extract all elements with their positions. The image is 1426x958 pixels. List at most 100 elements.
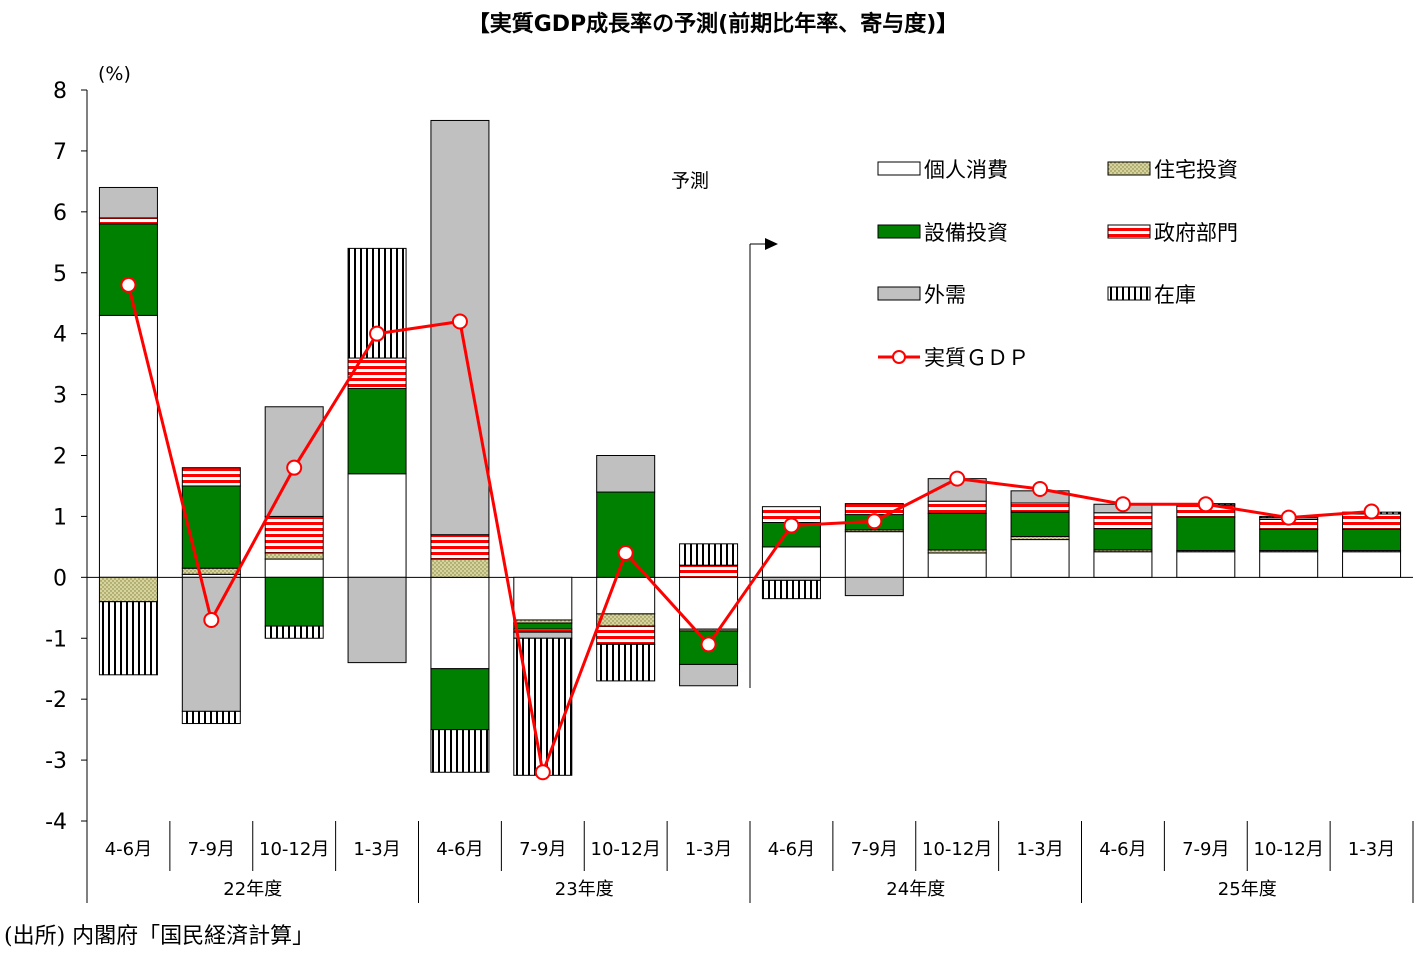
- bar-capex: [513, 622, 573, 630]
- gdp-point: [451, 313, 468, 330]
- bar-consumption: [513, 576, 573, 621]
- bar-inventory: [679, 543, 739, 566]
- bar-external: [596, 455, 656, 493]
- x-tick-label: 1-3月: [1348, 839, 1395, 860]
- legend-label-housing: 住宅投資: [1154, 158, 1238, 182]
- y-tick-label: -1: [45, 627, 67, 652]
- bar-consumption: [430, 576, 490, 670]
- x-tick-label: 4-6月: [105, 839, 152, 860]
- bar-government: [1093, 512, 1153, 530]
- bar-capex: [927, 512, 987, 551]
- bar-capex: [596, 491, 656, 578]
- axis-layer: -4 -3 -2 -1 0 1 2 3 4 5 6 7 8 (%) 4-6月 7-9月 10-12月 1-3月 4-…: [45, 63, 1414, 903]
- y-tick-label: 7: [53, 140, 67, 165]
- bar-external: [679, 663, 739, 687]
- bar-housing: [181, 567, 241, 575]
- legend-label-gdp: 実質ＧＤＰ: [924, 346, 1029, 370]
- y-tick-label: 3: [53, 384, 67, 409]
- bar-government: [181, 467, 241, 487]
- y-tick-label: 8: [53, 79, 67, 104]
- bar-inventory: [430, 729, 490, 773]
- bar-capex: [430, 668, 490, 731]
- chart-title: 【実質GDP成長率の予測(前期比年率、寄与度)】: [467, 12, 959, 37]
- bar-capex: [1010, 511, 1070, 538]
- fiscal-year-label: 23年度: [555, 879, 614, 900]
- x-tick-label: 1-3月: [1016, 839, 1063, 860]
- bar-consumption: [264, 558, 324, 578]
- x-tick-label: 10-12月: [922, 839, 992, 860]
- legend-label-consumption: 個人消費: [924, 158, 1008, 182]
- bar-consumption: [1176, 551, 1236, 578]
- bar-capex: [181, 485, 241, 569]
- gdp-point: [617, 544, 634, 561]
- bar-capex: [98, 223, 158, 316]
- bar-external: [347, 576, 407, 664]
- bar-government: [596, 625, 656, 645]
- bar-housing: [430, 558, 490, 578]
- bar-housing: [98, 576, 158, 603]
- bar-consumption: [347, 473, 407, 578]
- legend-swatch-capex: [877, 224, 921, 239]
- gdp-point: [1280, 509, 1297, 526]
- y-unit-label: (%): [98, 63, 131, 85]
- bar-government: [1010, 502, 1070, 513]
- fiscal-year-label: 24年度: [886, 879, 945, 900]
- legend-label-external: 外需: [924, 283, 966, 307]
- x-tick-label: 7-9月: [1182, 839, 1229, 860]
- bar-capex: [1176, 516, 1236, 552]
- gdp-line: [126, 284, 1372, 778]
- bar-consumption: [844, 531, 904, 578]
- legend-label-inventory: 在庫: [1154, 283, 1196, 307]
- x-tick-label: 4-6月: [436, 839, 483, 860]
- bar-government: [844, 503, 904, 516]
- bar-inventory: [98, 601, 158, 676]
- gdp-point: [1197, 496, 1214, 513]
- gdp-point: [700, 636, 717, 653]
- gdp-point: [369, 325, 386, 342]
- legend-label-government: 政府部門: [1154, 221, 1238, 245]
- bar-capex: [1093, 528, 1153, 551]
- y-tick-label: 2: [53, 445, 67, 470]
- legend-marker-gdp: [892, 350, 906, 364]
- fiscal-year-label: 25年度: [1218, 879, 1277, 900]
- bar-external: [844, 576, 904, 597]
- bar-housing: [264, 552, 324, 560]
- bar-inventory: [264, 625, 324, 639]
- bar-government: [264, 515, 324, 554]
- bar-consumption: [1010, 539, 1070, 578]
- source-note: (出所) 内閣府「国民経済計算」: [4, 924, 315, 949]
- y-tick-label: 6: [53, 201, 67, 226]
- bar-government: [347, 357, 407, 389]
- y-tick-label: 4: [53, 323, 67, 348]
- x-tick-label: 1-3月: [685, 839, 732, 860]
- bar-consumption: [927, 552, 987, 578]
- legend-swatch-inventory: [1107, 286, 1151, 301]
- gdp-point: [286, 459, 303, 476]
- y-tick-label: -2: [45, 688, 67, 713]
- x-tick-label: 10-12月: [1254, 839, 1324, 860]
- bar-capex: [1342, 528, 1402, 552]
- bar-inventory: [181, 710, 241, 725]
- bar-inventory: [596, 643, 656, 682]
- x-tick-label: 10-12月: [259, 839, 329, 860]
- fiscal-year-label: 22年度: [223, 879, 282, 900]
- bar-consumption: [1093, 551, 1153, 578]
- bar-external: [513, 631, 573, 639]
- gdp-point: [1114, 496, 1131, 513]
- x-tick-label: 7-9月: [851, 839, 898, 860]
- y-tick-label: -3: [45, 749, 67, 774]
- legend-swatch-government: [1107, 224, 1151, 239]
- legend-swatch-consumption: [877, 161, 921, 176]
- bar-capex: [1259, 528, 1319, 552]
- gdp-point: [1032, 481, 1049, 498]
- bar-external: [98, 186, 158, 219]
- bar-inventory: [761, 579, 821, 600]
- gdp-point: [534, 764, 551, 781]
- legend-label-capex: 設備投資: [924, 221, 1008, 245]
- x-tick-label: 10-12月: [591, 839, 661, 860]
- gdp-point: [949, 470, 966, 487]
- legend-swatch-external: [877, 286, 921, 301]
- x-tick-label: 4-6月: [768, 839, 815, 860]
